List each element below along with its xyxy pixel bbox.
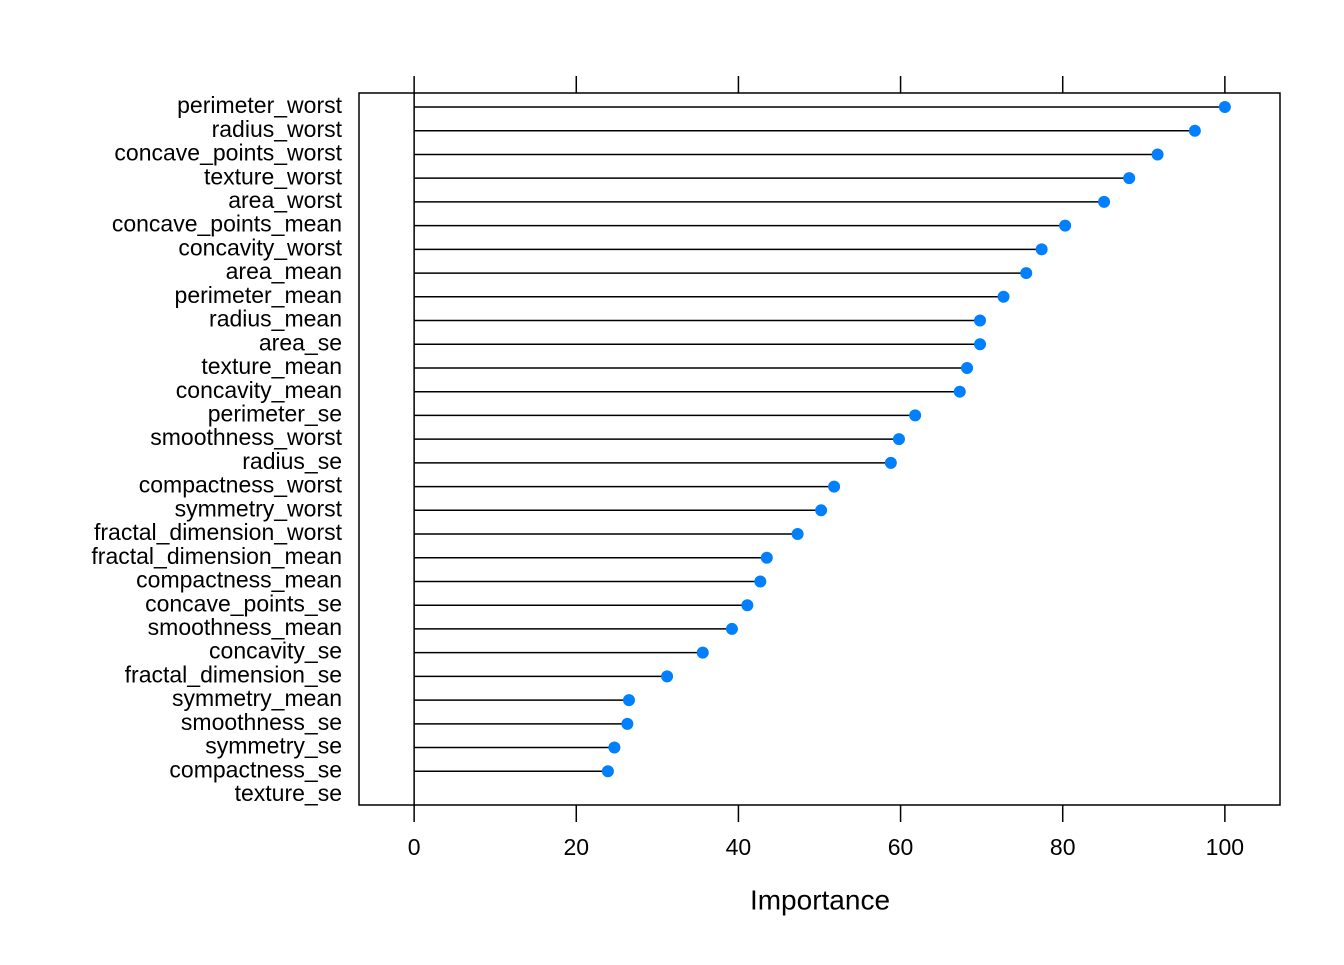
y-tick-label: concave_points_se bbox=[145, 590, 342, 616]
x-tick-label: 60 bbox=[888, 834, 914, 860]
y-tick-label: fractal_dimension_worst bbox=[94, 519, 343, 545]
dot bbox=[601, 765, 614, 778]
dot bbox=[696, 646, 709, 659]
y-tick-label: concave_points_mean bbox=[112, 211, 342, 237]
y-tick-label: area_worst bbox=[228, 187, 342, 213]
y-tick-label: symmetry_worst bbox=[175, 495, 343, 521]
dot bbox=[1059, 219, 1072, 232]
dot bbox=[754, 575, 767, 588]
x-tick-label: 0 bbox=[408, 834, 421, 860]
y-tick-label: perimeter_mean bbox=[175, 282, 342, 308]
y-tick-label: compactness_worst bbox=[139, 472, 343, 498]
y-tick-label: smoothness_mean bbox=[148, 614, 342, 640]
x-tick-label: 40 bbox=[726, 834, 752, 860]
y-tick-label: texture_se bbox=[235, 780, 342, 806]
dot bbox=[974, 314, 987, 327]
dot bbox=[622, 694, 635, 707]
y-tick-label: radius_mean bbox=[209, 306, 342, 332]
dot bbox=[884, 456, 897, 469]
y-tick-label: radius_worst bbox=[212, 116, 343, 142]
y-tick-label: radius_se bbox=[242, 448, 342, 474]
y-tick-label: symmetry_se bbox=[205, 733, 342, 759]
y-tick-label: area_se bbox=[259, 329, 342, 355]
y-tick-label: concavity_se bbox=[209, 638, 342, 664]
dot bbox=[1098, 195, 1111, 208]
dot bbox=[621, 717, 634, 730]
y-tick-label: smoothness_worst bbox=[150, 424, 342, 450]
dot bbox=[997, 290, 1010, 303]
dot bbox=[961, 361, 974, 374]
dot bbox=[741, 599, 754, 612]
y-tick-label: perimeter_se bbox=[208, 400, 342, 426]
dot bbox=[1035, 243, 1048, 256]
dot bbox=[725, 622, 738, 635]
x-tick-label: 100 bbox=[1206, 834, 1244, 860]
dot bbox=[1020, 267, 1033, 280]
x-tick-label: 80 bbox=[1050, 834, 1076, 860]
dot bbox=[815, 504, 828, 517]
y-tick-label: symmetry_mean bbox=[172, 685, 342, 711]
dot bbox=[828, 480, 841, 493]
y-tick-label: concavity_worst bbox=[178, 234, 342, 260]
y-tick-label: concave_points_worst bbox=[114, 140, 342, 166]
plot-frame bbox=[358, 92, 1281, 806]
dot bbox=[909, 409, 922, 422]
dot bbox=[1151, 148, 1164, 161]
dot bbox=[1188, 124, 1201, 137]
dot bbox=[1123, 172, 1136, 185]
y-tick-label: smoothness_se bbox=[181, 709, 342, 735]
dot bbox=[608, 741, 621, 754]
dot bbox=[791, 528, 804, 541]
y-tick-label: compactness_mean bbox=[136, 567, 342, 593]
dot bbox=[661, 670, 674, 683]
y-tick-label: texture_mean bbox=[201, 353, 342, 379]
y-tick-label: texture_worst bbox=[204, 163, 343, 189]
y-tick-label: area_mean bbox=[226, 258, 342, 284]
y-tick-label: compactness_se bbox=[169, 756, 342, 782]
x-tick-label: 20 bbox=[563, 834, 589, 860]
x-axis-title: Importance bbox=[750, 884, 890, 915]
dot bbox=[1218, 101, 1231, 113]
y-tick-label: fractal_dimension_se bbox=[125, 661, 342, 687]
y-tick-label: concavity_mean bbox=[176, 377, 342, 403]
dot bbox=[760, 551, 773, 564]
y-tick-label: fractal_dimension_mean bbox=[91, 543, 342, 569]
dot bbox=[974, 338, 987, 351]
dot bbox=[892, 433, 905, 446]
y-tick-label: perimeter_worst bbox=[177, 92, 342, 118]
dot bbox=[953, 385, 966, 398]
